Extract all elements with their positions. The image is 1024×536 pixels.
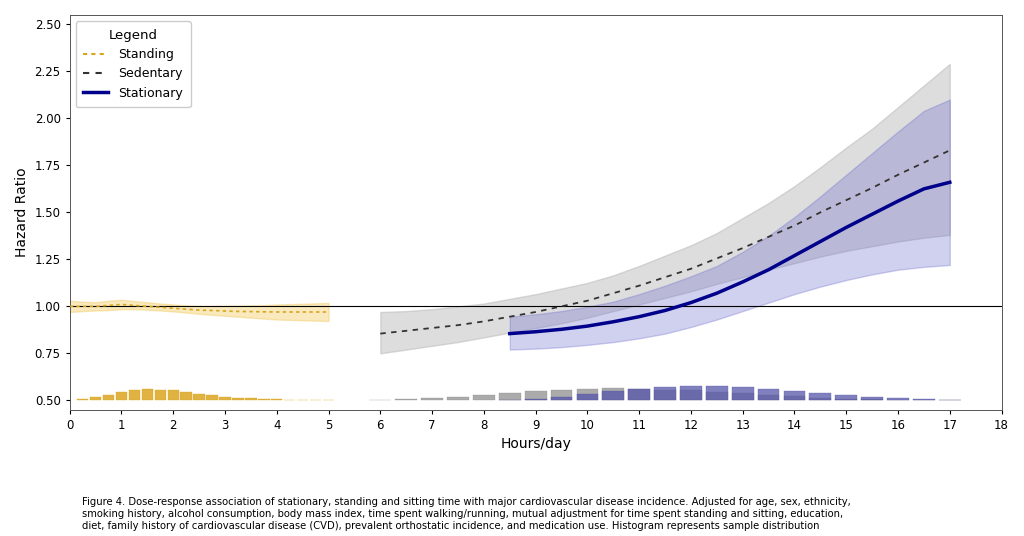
Bar xyxy=(887,398,909,400)
Legend: Standing, Sedentary, Stationary: Standing, Sedentary, Stationary xyxy=(76,21,190,107)
Bar xyxy=(629,389,650,400)
Bar xyxy=(577,389,598,400)
Bar xyxy=(732,387,754,400)
Bar xyxy=(602,391,625,400)
Bar xyxy=(168,390,179,400)
Bar xyxy=(629,389,650,400)
Bar xyxy=(732,393,754,400)
Bar xyxy=(861,397,883,400)
X-axis label: Hours/day: Hours/day xyxy=(500,437,571,451)
Bar xyxy=(654,390,676,400)
Y-axis label: Hazard Ratio: Hazard Ratio xyxy=(15,168,29,257)
Bar xyxy=(421,398,443,400)
Bar xyxy=(207,395,218,400)
Bar xyxy=(194,394,205,400)
Bar xyxy=(654,387,676,400)
Bar xyxy=(602,388,625,400)
Bar xyxy=(232,398,244,400)
Bar xyxy=(680,390,701,400)
Bar xyxy=(271,399,283,400)
Bar xyxy=(758,389,779,400)
Bar xyxy=(77,399,88,400)
Bar xyxy=(706,392,728,400)
Bar xyxy=(447,397,469,400)
Bar xyxy=(180,392,191,400)
Bar xyxy=(861,399,883,400)
Bar xyxy=(395,399,417,400)
Bar xyxy=(783,396,805,400)
Bar xyxy=(706,386,728,400)
Bar xyxy=(577,394,598,400)
Bar xyxy=(836,399,857,400)
Bar xyxy=(473,394,495,400)
Bar xyxy=(129,390,140,400)
Bar xyxy=(551,397,572,400)
Bar xyxy=(141,389,153,400)
Bar xyxy=(810,398,831,400)
Bar xyxy=(551,390,572,400)
Bar xyxy=(524,391,547,400)
Bar xyxy=(219,397,230,400)
Bar xyxy=(913,399,935,400)
Bar xyxy=(524,399,547,400)
Bar xyxy=(258,399,269,400)
Bar xyxy=(102,394,115,400)
Bar xyxy=(680,386,701,400)
Bar xyxy=(783,391,805,400)
Bar xyxy=(810,393,831,400)
Bar xyxy=(155,390,166,400)
Text: Figure 4. Dose-response association of stationary, standing and sitting time wit: Figure 4. Dose-response association of s… xyxy=(82,497,851,531)
Bar xyxy=(245,398,257,400)
Bar xyxy=(758,394,779,400)
Bar xyxy=(499,393,520,400)
Bar xyxy=(836,395,857,400)
Bar xyxy=(90,397,101,400)
Bar xyxy=(116,392,127,400)
